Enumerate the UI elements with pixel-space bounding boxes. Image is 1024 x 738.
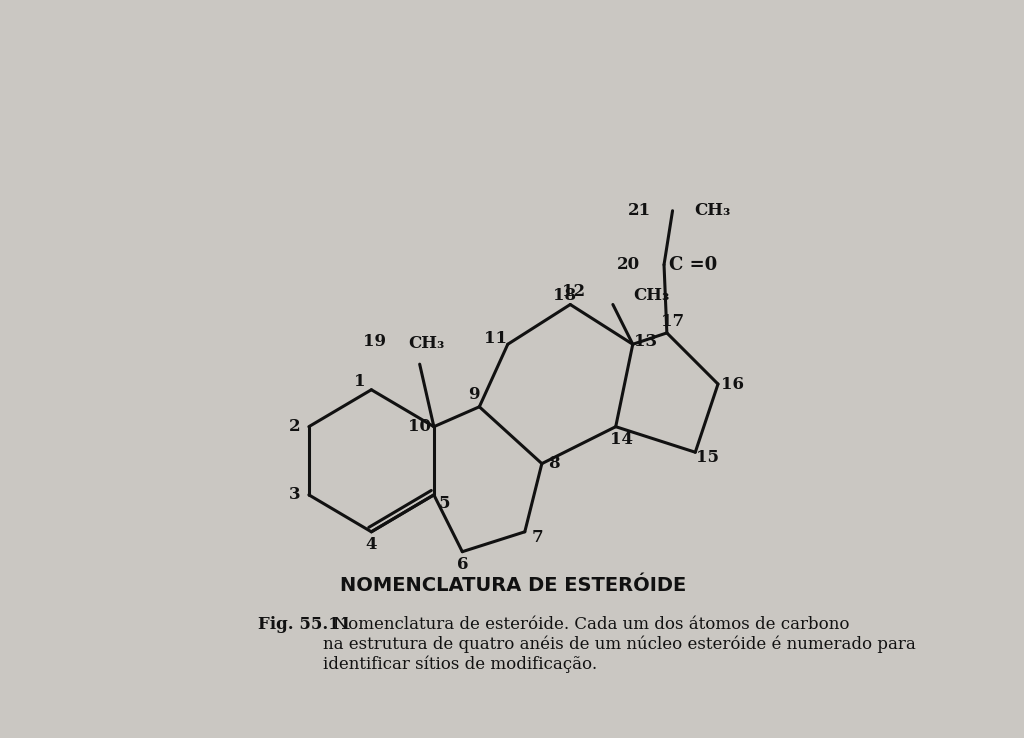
Text: 16: 16: [721, 376, 743, 393]
Text: 18: 18: [553, 288, 577, 305]
Text: 1: 1: [354, 373, 366, 390]
Text: 6: 6: [457, 556, 468, 573]
Text: CH₃: CH₃: [694, 202, 730, 219]
Text: 3: 3: [289, 486, 300, 503]
Text: 10: 10: [409, 418, 431, 435]
Text: CH₃: CH₃: [633, 288, 669, 305]
Text: NOMENCLATURA DE ESTERÓIDE: NOMENCLATURA DE ESTERÓIDE: [340, 576, 686, 596]
Text: 20: 20: [617, 256, 640, 273]
Text: C =0: C =0: [669, 256, 717, 274]
Text: 15: 15: [696, 449, 719, 466]
Text: 5: 5: [438, 495, 450, 512]
Text: Nomenclatura de esteróide. Cada um dos átomos de carbono
na estrutura de quatro : Nomenclatura de esteróide. Cada um dos á…: [323, 616, 915, 673]
Text: 9: 9: [468, 386, 479, 403]
Text: 7: 7: [531, 529, 543, 546]
Text: 19: 19: [362, 333, 386, 350]
Text: 13: 13: [634, 333, 656, 350]
Text: 14: 14: [610, 431, 633, 448]
Text: 12: 12: [561, 283, 585, 300]
Text: 8: 8: [549, 455, 560, 472]
Text: CH₃: CH₃: [409, 334, 444, 352]
Text: 4: 4: [366, 536, 377, 553]
Text: 11: 11: [483, 330, 507, 347]
Text: 17: 17: [660, 313, 684, 330]
Text: 21: 21: [628, 202, 651, 219]
Text: Fig. 55.11: Fig. 55.11: [258, 616, 351, 633]
Text: 2: 2: [289, 418, 300, 435]
